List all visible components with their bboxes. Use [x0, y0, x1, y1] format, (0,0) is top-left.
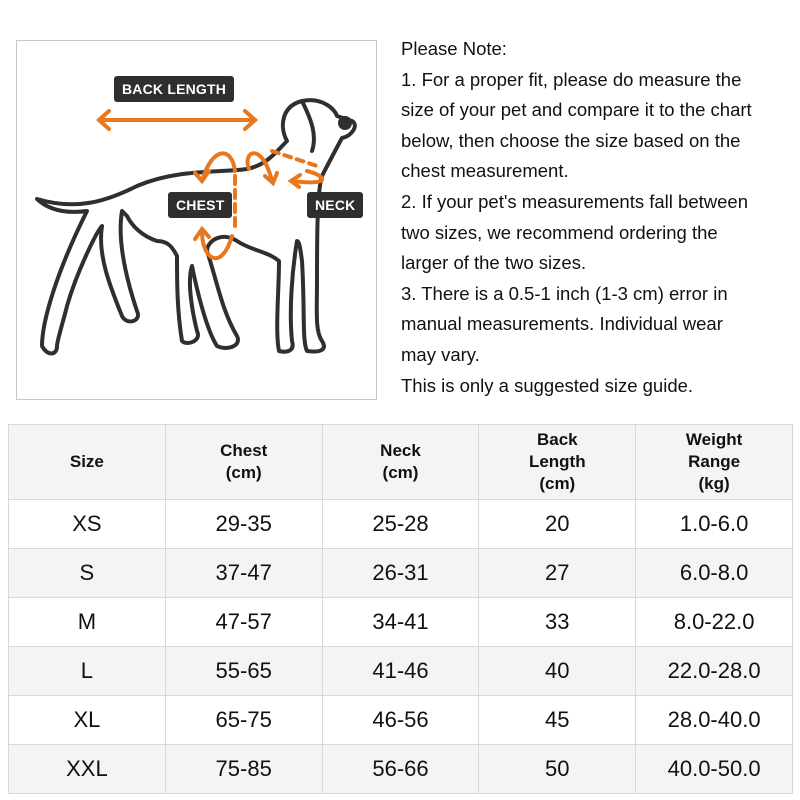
- table-cell: 28.0-40.0: [635, 695, 793, 745]
- table-cell: 29-35: [164, 499, 323, 549]
- note-line: 3. There is a 0.5-1 inch (1-3 cm) error …: [401, 282, 728, 304]
- column-header-line: Size: [69, 452, 104, 471]
- column-header: Size: [8, 424, 166, 500]
- note-line: size of your pet and compare it to the c…: [401, 99, 752, 121]
- table-cell: 46-56: [321, 695, 480, 745]
- column-header-line: Back: [536, 430, 578, 449]
- table-row: XXL 75-85 56-66 50 40.0-50.0: [8, 744, 793, 794]
- table-cell: 1.0-6.0: [635, 499, 793, 549]
- table-cell: XL: [8, 695, 166, 745]
- note-line: 2. If your pet's measurements fall betwe…: [401, 190, 748, 212]
- table-cell: 40.0-50.0: [635, 744, 793, 794]
- column-header: Neck (cm): [321, 424, 480, 500]
- table-cell: 26-31: [321, 548, 480, 598]
- table-row: XL 65-75 46-56 45 28.0-40.0: [8, 695, 793, 745]
- table-cell: 47-57: [164, 597, 323, 647]
- table-cell: S: [8, 548, 166, 598]
- note-line: may vary.: [401, 343, 480, 365]
- column-header-line: (cm): [539, 474, 576, 493]
- column-header-line: Weight: [685, 430, 743, 449]
- column-header: Back Length (cm): [478, 424, 637, 500]
- table-cell: 22.0-28.0: [635, 646, 793, 696]
- note-line: manual measurements. Individual wear: [401, 313, 723, 335]
- table-cell: L: [8, 646, 166, 696]
- table-cell: 37-47: [164, 548, 323, 598]
- note-line: two sizes, we recommend ordering the: [401, 221, 718, 243]
- table-cell: 33: [478, 597, 637, 647]
- table-cell: 45: [478, 695, 637, 745]
- table-cell: 8.0-22.0: [635, 597, 793, 647]
- column-header-line: (cm): [382, 463, 419, 482]
- table-cell: 27: [478, 548, 637, 598]
- note-line: This is only a suggested size guide.: [401, 374, 694, 396]
- column-header: Chest (cm): [164, 424, 323, 500]
- column-header: Weight Range (kg): [635, 424, 793, 500]
- column-header-line: Length: [528, 452, 586, 471]
- table-cell: 56-66: [321, 744, 480, 794]
- table-cell: 34-41: [321, 597, 480, 647]
- column-header-line: Chest: [220, 441, 268, 460]
- table-row: M 47-57 34-41 33 8.0-22.0: [8, 597, 793, 647]
- table-cell: 40: [478, 646, 637, 696]
- table-cell: 75-85: [164, 744, 323, 794]
- table-row: L 55-65 41-46 40 22.0-28.0: [8, 646, 793, 696]
- chest-label: CHEST: [168, 192, 233, 218]
- dog-outline-icon: [35, 98, 357, 356]
- back-length-label: BACK LENGTH: [114, 76, 235, 102]
- neck-label: NECK: [307, 192, 364, 218]
- column-header-line: (kg): [698, 474, 730, 493]
- table-row: S 37-47 26-31 27 6.0-8.0: [8, 548, 793, 598]
- table-cell: 6.0-8.0: [635, 548, 793, 598]
- dog-measurement-diagram: BACK LENGTH CHEST NECK: [16, 40, 377, 400]
- note-line: chest measurement.: [401, 160, 569, 182]
- note-line: larger of the two sizes.: [401, 252, 587, 274]
- size-chart-table: Size Chest (cm) Neck (cm) Back Length (cm) Weigh…: [8, 424, 793, 794]
- note-line: below, then choose the size based on the: [401, 129, 741, 151]
- table-cell: 65-75: [164, 695, 323, 745]
- note-line: Please Note:: [401, 38, 507, 59]
- table-cell: XXL: [8, 744, 166, 794]
- note-line: 1. For a proper fit, please do measure t…: [401, 68, 742, 90]
- column-header-line: (cm): [225, 463, 262, 482]
- table-cell: XS: [8, 499, 166, 549]
- table-cell: 55-65: [164, 646, 323, 696]
- table-header-row: Size Chest (cm) Neck (cm) Back Length (cm) Weigh…: [8, 424, 793, 500]
- column-header-line: Range: [688, 452, 741, 471]
- column-header-line: Neck: [380, 441, 421, 460]
- table-cell: 41-46: [321, 646, 480, 696]
- table-row: XS 29-35 25-28 20 1.0-6.0: [8, 499, 793, 549]
- table-cell: 50: [478, 744, 637, 794]
- table-cell: 25-28: [321, 499, 480, 549]
- size-note: Please Note: 1. For a proper fit, please …: [401, 34, 796, 401]
- table-cell: M: [8, 597, 166, 647]
- table-cell: 20: [478, 499, 637, 549]
